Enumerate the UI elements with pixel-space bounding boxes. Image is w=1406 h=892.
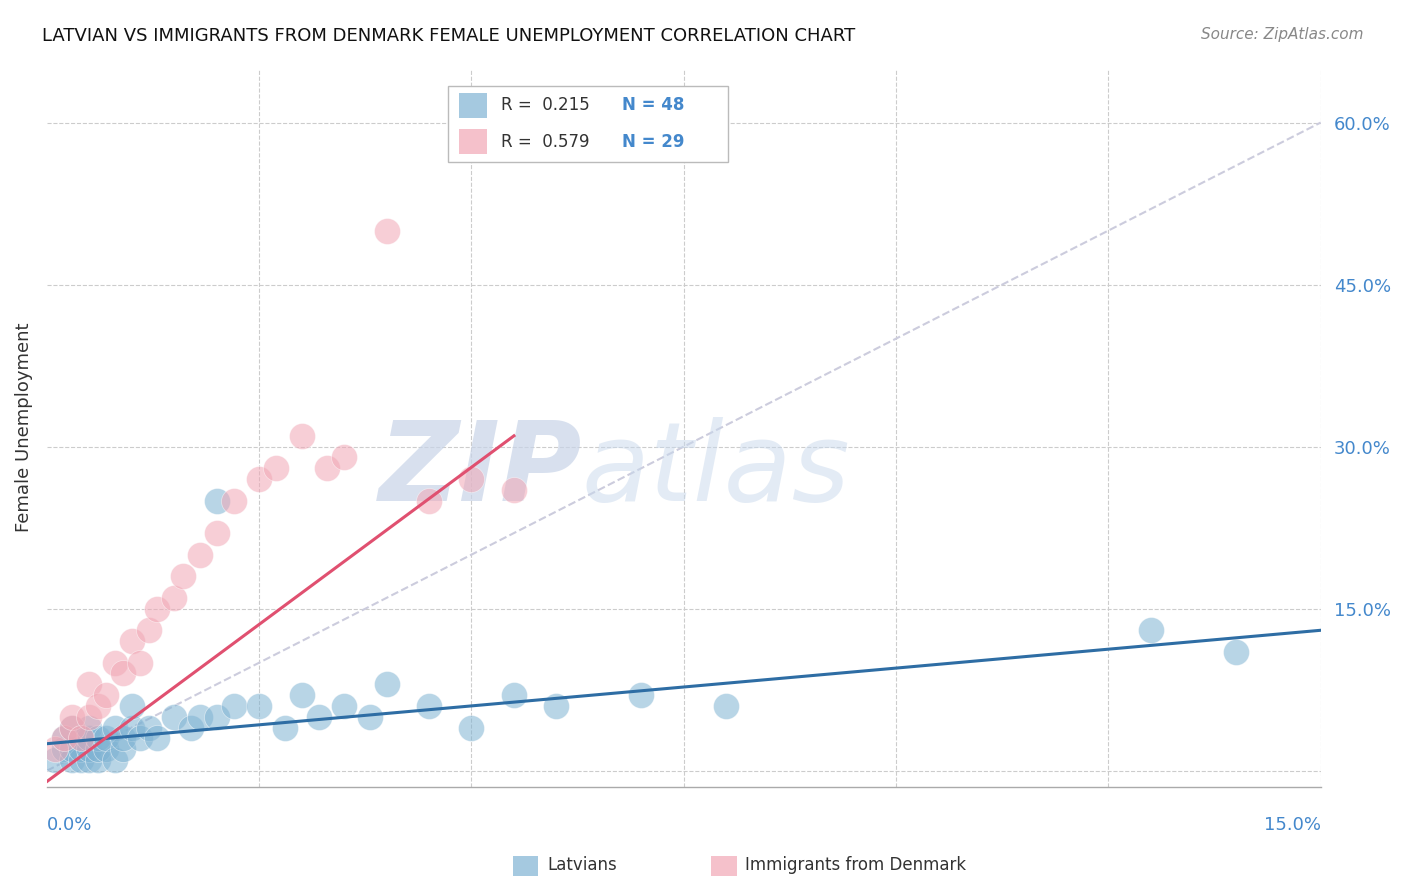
Point <box>1225 645 1247 659</box>
Point <box>112 742 135 756</box>
Point <box>112 731 135 746</box>
Point <box>87 753 110 767</box>
Point <box>188 548 211 562</box>
Point <box>121 721 143 735</box>
Point <box>79 753 101 767</box>
Point <box>129 731 152 746</box>
Y-axis label: Female Unemployment: Female Unemployment <box>15 323 32 533</box>
Point <box>104 721 127 735</box>
Point <box>333 698 356 713</box>
Point <box>138 624 160 638</box>
Point <box>630 688 652 702</box>
Point <box>716 698 738 713</box>
Point <box>418 698 440 713</box>
Point <box>205 493 228 508</box>
Point <box>546 698 568 713</box>
Point <box>163 591 186 605</box>
Point <box>188 709 211 723</box>
Point <box>79 709 101 723</box>
Text: 15.0%: 15.0% <box>1264 815 1320 834</box>
Point <box>460 472 482 486</box>
Point <box>247 472 270 486</box>
Point <box>44 753 66 767</box>
Point <box>104 656 127 670</box>
Text: atlas: atlas <box>582 417 851 524</box>
Point <box>79 742 101 756</box>
Point <box>121 634 143 648</box>
Point <box>79 677 101 691</box>
Point <box>375 223 398 237</box>
Point <box>138 721 160 735</box>
Point <box>96 688 118 702</box>
Point <box>70 753 93 767</box>
Point <box>1140 624 1163 638</box>
Point <box>308 709 330 723</box>
Point <box>60 753 83 767</box>
Point <box>291 688 314 702</box>
Point <box>70 731 93 746</box>
Point <box>146 601 169 615</box>
Point <box>60 709 83 723</box>
Point <box>273 721 295 735</box>
Point <box>112 666 135 681</box>
Point <box>375 677 398 691</box>
Bar <box>711 856 737 876</box>
Point <box>70 742 93 756</box>
Point <box>359 709 381 723</box>
Point <box>264 461 287 475</box>
Point <box>418 493 440 508</box>
Point <box>96 731 118 746</box>
Point <box>87 742 110 756</box>
Point <box>129 656 152 670</box>
Point <box>87 731 110 746</box>
Text: Source: ZipAtlas.com: Source: ZipAtlas.com <box>1201 27 1364 42</box>
Point <box>79 721 101 735</box>
Point <box>44 742 66 756</box>
Point <box>79 731 101 746</box>
Point <box>146 731 169 746</box>
Point <box>205 709 228 723</box>
Point <box>96 742 118 756</box>
Point <box>52 731 75 746</box>
Point <box>87 698 110 713</box>
Text: Immigrants from Denmark: Immigrants from Denmark <box>745 856 966 874</box>
Text: Latvians: Latvians <box>547 856 617 874</box>
Point <box>60 721 83 735</box>
Point <box>180 721 202 735</box>
Point <box>52 742 75 756</box>
Point <box>60 742 83 756</box>
Point <box>222 493 245 508</box>
Text: ZIP: ZIP <box>378 417 582 524</box>
Point <box>503 688 526 702</box>
Point <box>316 461 339 475</box>
Point <box>291 429 314 443</box>
Point <box>222 698 245 713</box>
Point <box>503 483 526 497</box>
Text: 0.0%: 0.0% <box>46 815 93 834</box>
Point <box>60 721 83 735</box>
Text: LATVIAN VS IMMIGRANTS FROM DENMARK FEMALE UNEMPLOYMENT CORRELATION CHART: LATVIAN VS IMMIGRANTS FROM DENMARK FEMAL… <box>42 27 855 45</box>
Point <box>460 721 482 735</box>
Point <box>163 709 186 723</box>
Point <box>333 450 356 465</box>
Point <box>52 731 75 746</box>
Point <box>247 698 270 713</box>
Point <box>104 753 127 767</box>
Point <box>121 698 143 713</box>
Point <box>70 731 93 746</box>
Bar <box>513 856 538 876</box>
Point <box>172 569 194 583</box>
Point <box>205 526 228 541</box>
